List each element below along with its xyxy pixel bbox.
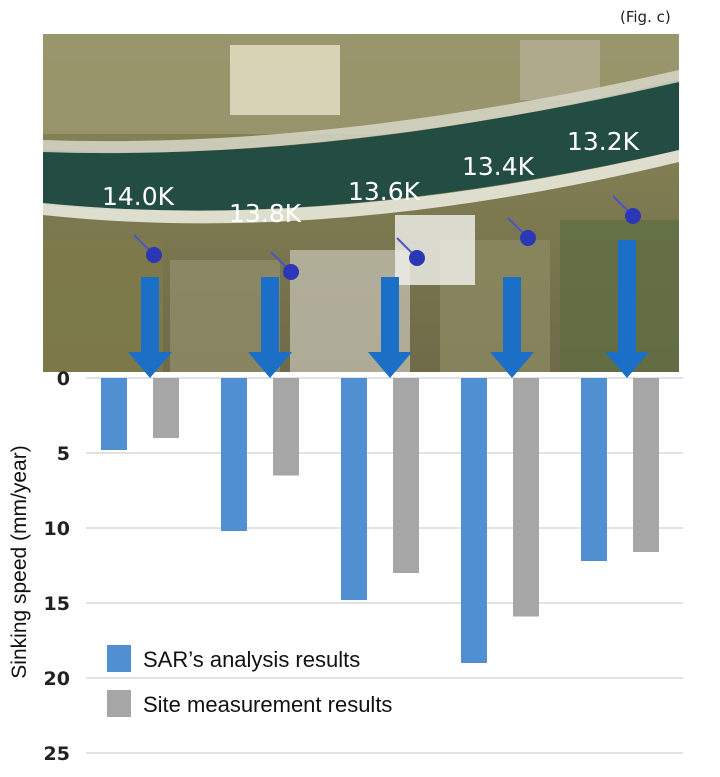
y-tick-label: 5 — [57, 443, 70, 465]
bar-sar — [221, 378, 247, 531]
arrow-head — [368, 352, 412, 378]
location-marker — [520, 230, 536, 246]
location-marker — [409, 250, 425, 266]
arrow-head — [605, 352, 649, 378]
bar-site — [273, 378, 299, 476]
legend-label-site: Site measurement results — [143, 692, 392, 717]
y-ticks: 0 5 10 15 20 25 — [44, 368, 70, 765]
arrow-shaft — [261, 277, 279, 354]
location-markers: 14.0K 13.8K 13.6K 13.4K 13.2K — [102, 127, 641, 280]
y-tick-label: 25 — [44, 743, 70, 765]
bar-sar — [101, 378, 127, 450]
bar-site — [633, 378, 659, 552]
bars — [101, 378, 659, 663]
y-axis-label: Sinking speed (mm/year) — [8, 445, 31, 678]
y-tick-label: 0 — [57, 368, 70, 390]
arrow-head — [128, 352, 172, 378]
arrow-head — [248, 352, 292, 378]
bar-sar — [341, 378, 367, 600]
arrow-shaft — [381, 277, 399, 354]
bar-sar — [581, 378, 607, 561]
location-marker — [625, 208, 641, 224]
legend-label-sar: SAR’s analysis results — [143, 647, 360, 672]
arrow-head — [490, 352, 534, 378]
arrow-shaft — [503, 277, 521, 354]
bar-site — [513, 378, 539, 617]
arrow-shaft — [618, 240, 636, 354]
legend-swatch-sar — [107, 645, 131, 672]
bar-site — [153, 378, 179, 438]
location-arrows — [128, 240, 649, 378]
km-label: 13.6K — [348, 177, 421, 206]
arrow-shaft — [141, 277, 159, 354]
location-marker — [283, 264, 299, 280]
bar-site — [393, 378, 419, 573]
y-tick-label: 10 — [44, 518, 70, 540]
figure-label: (Fig. c) — [620, 8, 671, 26]
km-label: 13.4K — [462, 152, 535, 181]
km-label: 13.8K — [229, 199, 302, 228]
km-label: 14.0K — [102, 182, 175, 211]
legend-swatch-site — [107, 690, 131, 717]
legend: SAR’s analysis results Site measurement … — [107, 645, 392, 717]
y-tick-label: 15 — [44, 593, 70, 615]
km-label: 13.2K — [567, 127, 640, 156]
aerial-photo — [43, 34, 679, 372]
y-tick-label: 20 — [44, 668, 70, 690]
location-marker — [146, 247, 162, 263]
bar-sar — [461, 378, 487, 663]
